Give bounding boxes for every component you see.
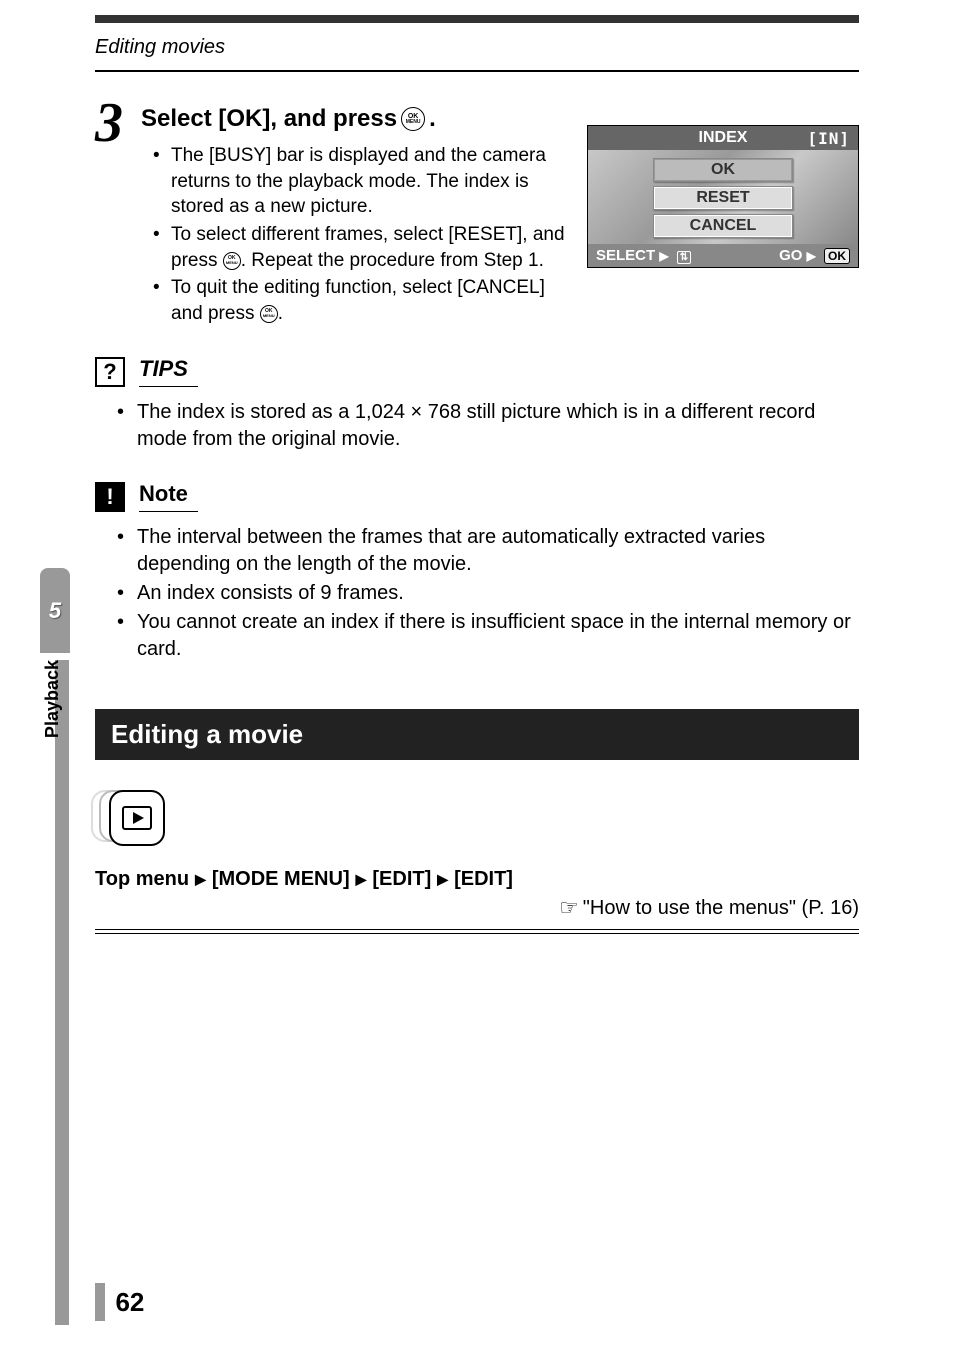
pointing-hand-icon: ☞ [559,895,579,921]
double-rule [95,929,859,934]
mode-icon-row [95,790,859,846]
note-item: You cannot create an index if there is i… [117,609,859,663]
question-icon: ? [95,357,125,387]
exclamation-icon: ! [95,482,125,512]
ok-menu-icon: OKMENU [223,252,241,270]
chevron-right-icon: ▶ [195,871,206,888]
menu-path-item: [MODE MENU] [212,868,350,891]
playback-mode-icon [109,790,165,846]
footer-select: SELECT ▶ ⇅ [596,247,691,264]
menu-path-item: [EDIT] [454,868,513,891]
section-title: Editing a movie [95,709,859,760]
step-bullet: To quit the editing function, select [CA… [141,275,576,326]
screenshot-footer: SELECT ▶ ⇅ GO ▶ OK [588,244,858,267]
chapter-label-wrap: Playback [42,582,63,660]
screenshot-header: INDEX [IN] [588,126,858,150]
note-list: The interval between the frames that are… [95,524,859,663]
tips-header: ? TIPS [95,356,859,387]
breadcrumb: Editing movies [95,36,225,59]
note-header: ! Note [95,481,859,512]
footer-go: GO ▶ OK [779,247,850,264]
reference-line: ☞ "How to use the menus" (P. 16) [95,895,859,921]
ok-menu-icon: OK MENU [401,107,425,131]
step-number: 3 [95,95,123,151]
page-footer: 62 [95,1283,144,1321]
arrow-right-icon: ▶ [659,249,668,263]
step-heading-pre: Select [OK], and press [141,105,397,133]
note-label: Note [139,481,198,512]
chevron-right-icon: ▶ [437,871,448,888]
chapter-label: Playback [42,660,63,738]
menu-path: Top menu ▶ [MODE MENU] ▶ [EDIT] ▶ [EDIT] [95,868,859,891]
play-triangle-icon [122,806,152,830]
screenshot-cancel-button[interactable]: CANCEL [653,214,793,238]
screenshot-title: INDEX [699,129,748,146]
top-rule [95,15,859,23]
memory-indicator: [IN] [807,129,850,148]
chevron-right-icon: ▶ [356,871,367,888]
screenshot-body: OK RESET CANCEL [588,150,858,244]
camera-screenshot: INDEX [IN] OK RESET CANCEL SELECT ▶ ⇅ GO… [587,125,859,268]
ok-menu-icon: OKMENU [260,305,278,323]
ok-box-icon: OK [824,248,850,264]
arrow-right-icon: ▶ [807,249,816,263]
updown-icon: ⇅ [677,251,691,264]
step-heading-post: . [429,105,436,133]
reference-text: "How to use the menus" (P. 16) [583,897,859,920]
tips-block: ? TIPS The index is stored as a 1,024 × … [95,356,859,453]
note-block: ! Note The interval between the frames t… [95,481,859,663]
screenshot-ok-button[interactable]: OK [653,158,793,182]
tips-item: The index is stored as a 1,024 × 768 sti… [117,399,859,453]
tips-list: The index is stored as a 1,024 × 768 sti… [95,399,859,453]
note-item: The interval between the frames that are… [117,524,859,578]
step-bullets: The [BUSY] bar is displayed and the came… [141,143,576,326]
screenshot-reset-button[interactable]: RESET [653,186,793,210]
header-underline [95,70,859,72]
menu-path-prefix: Top menu [95,868,189,891]
step-bullet: To select different frames, select [RESE… [141,222,576,273]
page-number-bar [95,1283,105,1321]
menu-path-item: [EDIT] [372,868,431,891]
tips-label: TIPS [139,356,198,387]
step-bullet: The [BUSY] bar is displayed and the came… [141,143,576,220]
page-number: 62 [115,1287,144,1317]
side-edge-bar [55,660,69,1325]
note-item: An index consists of 9 frames. [117,580,859,607]
